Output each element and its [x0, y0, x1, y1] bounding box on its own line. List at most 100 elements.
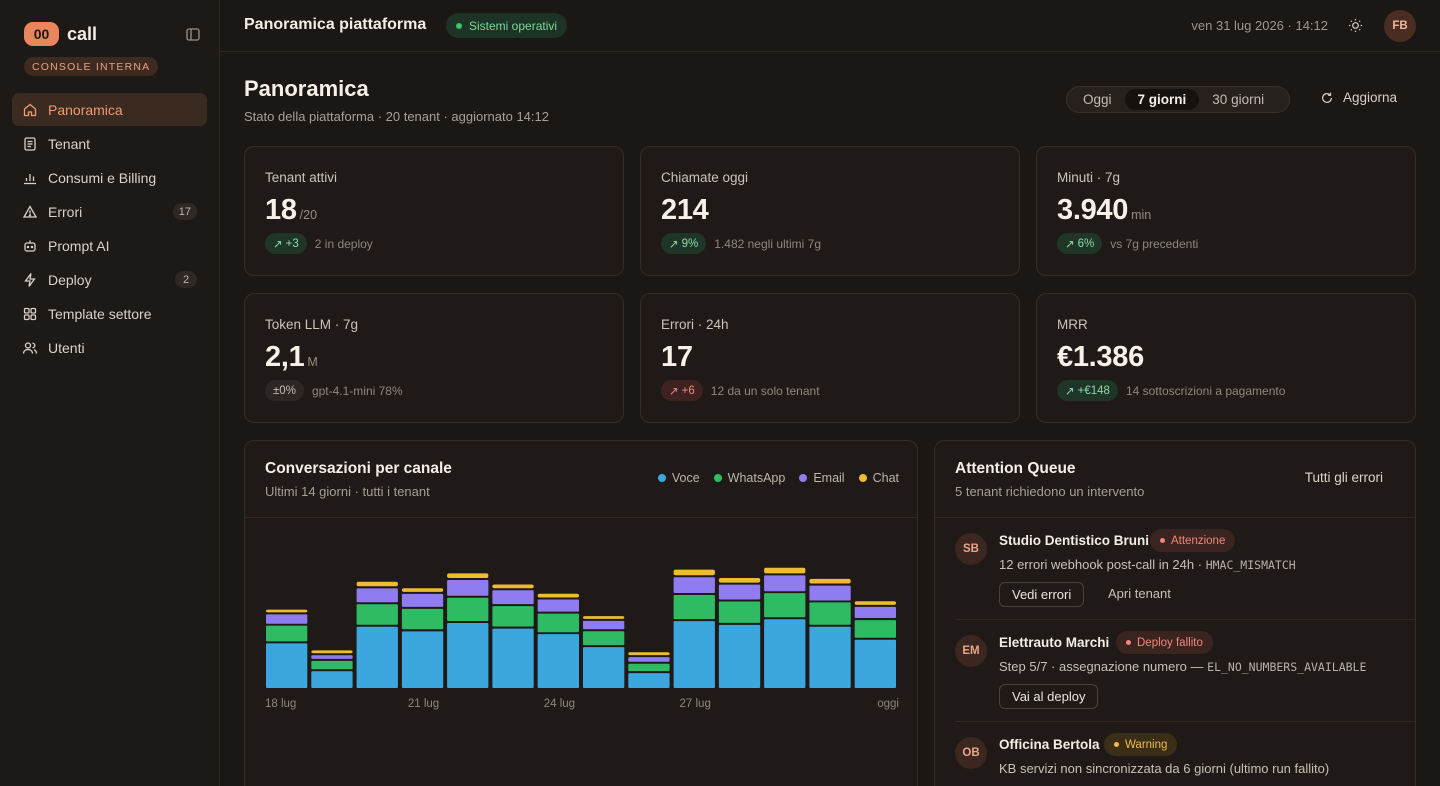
bar-segment-email[interactable]	[764, 575, 806, 592]
tenant-avatar: SB	[955, 533, 987, 565]
bar-segment-chat[interactable]	[673, 569, 715, 576]
bar-segment-voce[interactable]	[537, 634, 579, 688]
bar-segment-whatsapp[interactable]	[809, 602, 851, 625]
all-errors-link[interactable]: Tutti gli errori	[1304, 470, 1383, 485]
bar-segment-whatsapp[interactable]	[266, 625, 308, 642]
bar-segment-whatsapp[interactable]	[764, 593, 806, 618]
bar-segment-voce[interactable]	[266, 643, 308, 688]
sidebar-item-consumi-billing[interactable]: Consumi e Billing	[12, 161, 207, 194]
bar-segment-voce[interactable]	[718, 624, 761, 688]
sidebar-item-errori[interactable]: Errori 17	[12, 195, 207, 228]
top-bar: Panoramica piattaforma Sistemi operativi…	[220, 0, 1440, 52]
time-range-selector: Oggi 7 giorni 30 giorni	[1066, 86, 1290, 113]
bar-segment-chat[interactable]	[492, 584, 534, 589]
bar-segment-voce[interactable]	[311, 671, 353, 688]
bar-segment-whatsapp[interactable]	[401, 608, 444, 630]
bar-segment-voce[interactable]	[764, 619, 806, 688]
legend-item-chat[interactable]: Chat	[858, 471, 899, 485]
bar-segment-voce[interactable]	[854, 639, 896, 688]
open-tenant-link[interactable]: Apri tenant	[1108, 586, 1171, 601]
status-dot-icon	[1160, 538, 1165, 543]
bar-segment-whatsapp[interactable]	[537, 613, 579, 633]
sun-icon[interactable]	[1348, 18, 1363, 33]
kpi-card-token-llm[interactable]: Token LLM · 7g 2,1 M ±0% gpt-4.1-mini 78%	[244, 293, 624, 423]
bar-segment-email[interactable]	[311, 655, 353, 659]
kpi-label: MRR	[1057, 317, 1088, 332]
kpi-card-errori-24h[interactable]: Errori · 24h 17 ↗ +6 12 da un solo tenant	[640, 293, 1020, 423]
bar-segment-voce[interactable]	[628, 673, 670, 688]
bar-segment-chat[interactable]	[809, 578, 851, 584]
bar-segment-whatsapp[interactable]	[311, 660, 353, 670]
bar-segment-voce[interactable]	[492, 628, 534, 688]
bar-segment-chat[interactable]	[537, 593, 579, 598]
kpi-number: 3.940	[1057, 194, 1129, 226]
bar-segment-email[interactable]	[492, 590, 534, 605]
bar-segment-whatsapp[interactable]	[583, 631, 625, 646]
bar-segment-voce[interactable]	[583, 647, 625, 688]
bar-segment-email[interactable]	[537, 599, 579, 612]
legend-dot-icon	[799, 474, 808, 482]
bar-segment-email[interactable]	[356, 588, 398, 603]
bar-segment-chat[interactable]	[583, 616, 625, 619]
sidebar-item-deploy[interactable]: Deploy 2	[12, 263, 207, 296]
bar-segment-chat[interactable]	[854, 601, 896, 605]
bar-segment-email[interactable]	[266, 614, 308, 624]
range-option-30-giorni[interactable]: 30 giorni	[1212, 92, 1265, 107]
bar-segment-voce[interactable]	[673, 621, 715, 688]
go-to-deploy-button[interactable]: Vai al deploy	[999, 684, 1099, 709]
bar-segment-email[interactable]	[583, 620, 625, 630]
bar-segment-whatsapp[interactable]	[492, 606, 534, 627]
error-code: HMAC_MISMATCH	[1205, 558, 1296, 572]
brand-logo[interactable]: 00 call	[24, 22, 97, 46]
bar-segment-voce[interactable]	[809, 626, 851, 688]
bar-segment-email[interactable]	[673, 577, 715, 593]
kpi-card-chiamate-oggi[interactable]: Chiamate oggi 214 ↗ 9% 1.482 negli ultimi …	[640, 146, 1020, 276]
bar-segment-email[interactable]	[854, 606, 896, 618]
sidebar-item-panoramica[interactable]: Panoramica	[12, 93, 207, 126]
range-option-7-giorni[interactable]: 7 giorni	[1124, 89, 1200, 110]
user-avatar[interactable]: FB	[1384, 10, 1416, 42]
bar-segment-voce[interactable]	[401, 631, 444, 688]
bar-segment-voce[interactable]	[447, 623, 489, 688]
tenant-name[interactable]: Studio Dentistico Bruni	[999, 533, 1149, 548]
bar-segment-chat[interactable]	[447, 573, 489, 578]
view-errors-button[interactable]: Vedi errori	[999, 582, 1085, 607]
sidebar-item-template-settore[interactable]: Template settore	[12, 297, 207, 330]
bar-segment-email[interactable]	[628, 657, 670, 662]
bar-segment-voce[interactable]	[356, 626, 398, 688]
refresh-button[interactable]: Aggiorna	[1320, 90, 1397, 105]
kpi-delta-value: +3	[285, 237, 299, 250]
bar-segment-chat[interactable]	[628, 652, 670, 656]
sidebar-item-prompt-ai[interactable]: Prompt AI	[12, 229, 207, 262]
bar-segment-whatsapp[interactable]	[628, 663, 670, 672]
bar-segment-whatsapp[interactable]	[718, 601, 761, 623]
refresh-icon	[1322, 92, 1332, 103]
kpi-card-mrr[interactable]: MRR €1.386 ↗ +€148 14 sottoscrizioni a pag…	[1036, 293, 1416, 423]
legend-item-voce[interactable]: Voce	[657, 471, 700, 485]
bar-segment-whatsapp[interactable]	[447, 597, 489, 621]
kpi-card-tenant-attivi[interactable]: Tenant attivi 18/20 ↗ +3 2 in deploy	[244, 146, 624, 276]
kpi-note: vs 7g precedenti	[1110, 236, 1199, 251]
bar-segment-whatsapp[interactable]	[673, 595, 715, 620]
legend-item-email[interactable]: Email	[799, 471, 845, 485]
sidebar-item-utenti[interactable]: Utenti	[12, 331, 207, 364]
tenant-name[interactable]: Elettrauto Marchi	[999, 635, 1110, 650]
bar-segment-chat[interactable]	[356, 581, 398, 587]
kpi-card-minuti[interactable]: Minuti · 7g 3.940 min ↗ 6% vs 7g precedenti	[1036, 146, 1416, 276]
bar-segment-chat[interactable]	[401, 588, 444, 592]
bar-segment-whatsapp[interactable]	[356, 604, 398, 625]
bar-segment-email[interactable]	[809, 585, 851, 601]
bar-segment-email[interactable]	[447, 580, 489, 596]
bar-segment-email[interactable]	[401, 593, 444, 607]
range-option-oggi[interactable]: Oggi	[1083, 92, 1112, 107]
bar-segment-whatsapp[interactable]	[854, 620, 896, 638]
tenant-name[interactable]: Officina Bertola	[999, 737, 1100, 752]
bar-segment-chat[interactable]	[311, 650, 353, 654]
bar-segment-chat[interactable]	[764, 567, 806, 574]
sidebar-collapse-icon[interactable]	[186, 28, 200, 41]
sidebar-item-tenant[interactable]: Tenant	[12, 127, 207, 160]
bar-segment-email[interactable]	[718, 584, 761, 600]
bar-segment-chat[interactable]	[266, 609, 308, 613]
bar-segment-chat[interactable]	[718, 578, 761, 583]
legend-item-whatsapp[interactable]: WhatsApp	[713, 471, 785, 485]
